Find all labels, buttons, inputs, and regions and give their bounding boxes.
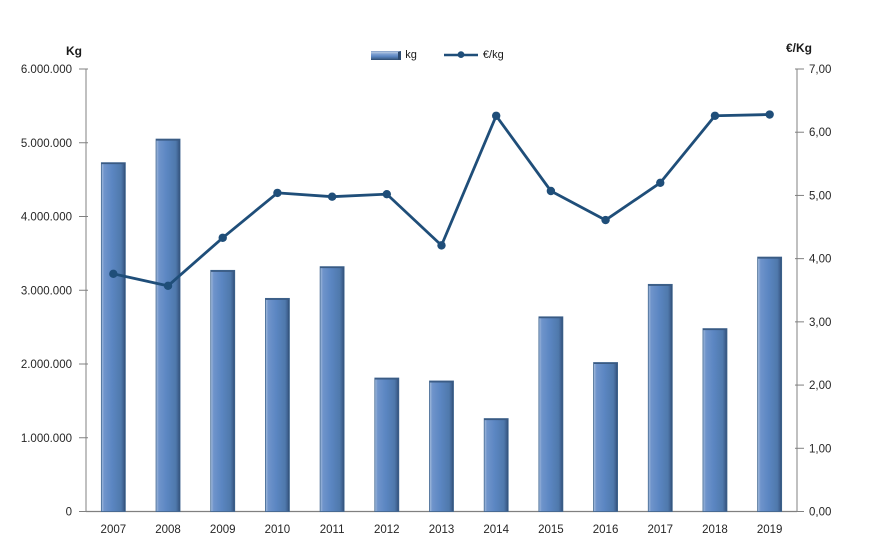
x-axis-label-2013: 2013 bbox=[429, 524, 455, 536]
bar-2009 bbox=[210, 269, 236, 512]
left-axis-tick-label: 5.000.000 bbox=[21, 138, 72, 150]
line-point-2015 bbox=[546, 186, 556, 196]
bar-2018 bbox=[702, 328, 728, 512]
bar-2007 bbox=[100, 162, 126, 512]
line-point-2019 bbox=[765, 110, 774, 119]
right-axis-tick-label: 5,00 bbox=[809, 190, 831, 202]
bar-2011 bbox=[319, 266, 345, 512]
line-point-2014 bbox=[491, 111, 501, 120]
line-point-2009 bbox=[218, 233, 227, 242]
x-axis-label-2007: 2007 bbox=[101, 524, 127, 536]
line-point-2016 bbox=[601, 215, 610, 225]
x-axis-label-2012: 2012 bbox=[374, 524, 400, 536]
right-axis-tick-label: 3,00 bbox=[809, 317, 831, 329]
right-axis-tick-label: 7,00 bbox=[809, 64, 831, 76]
right-axis-title: €/Kg bbox=[786, 41, 813, 55]
bar-2014 bbox=[483, 418, 509, 512]
x-axis-label-2017: 2017 bbox=[647, 524, 673, 536]
eur-per-kg-line bbox=[111, 113, 772, 288]
line-point-2007 bbox=[109, 269, 118, 279]
left-axis-title: Kg bbox=[66, 44, 82, 58]
line-point-2018 bbox=[710, 111, 720, 120]
legend-item-eur-per-kg: €/kg bbox=[443, 49, 504, 61]
bar-series-swatch-icon bbox=[371, 50, 402, 60]
left-axis-tick-label: 1.000.000 bbox=[21, 433, 72, 445]
x-axis-label-2015: 2015 bbox=[538, 524, 564, 536]
x-axis-label-2009: 2009 bbox=[210, 524, 236, 536]
line-point-2017 bbox=[656, 178, 665, 187]
line-point-2011 bbox=[327, 192, 337, 201]
left-axis-tick-label: 0 bbox=[66, 507, 72, 519]
bar-2008 bbox=[155, 138, 181, 512]
right-axis-tick-label: 0,00 bbox=[809, 507, 831, 519]
line-point-2012 bbox=[382, 189, 392, 199]
right-axis-tick-label: 1,00 bbox=[809, 443, 831, 455]
line-point-2013 bbox=[437, 241, 446, 250]
left-axis-tick-label: 4.000.000 bbox=[21, 212, 72, 224]
x-axis-label-2014: 2014 bbox=[483, 524, 509, 536]
bar-2019 bbox=[757, 256, 783, 512]
chart-legend: kg €/kg bbox=[0, 47, 875, 63]
legend-label-kg: kg bbox=[405, 49, 417, 61]
right-axis-tick-label: 2,00 bbox=[809, 380, 831, 392]
right-axis-tick-label: 4,00 bbox=[809, 254, 831, 266]
bar-2017 bbox=[647, 283, 673, 512]
bar-2016 bbox=[593, 362, 618, 512]
legend-item-kg: kg bbox=[371, 49, 417, 61]
x-axis-label-2008: 2008 bbox=[155, 524, 181, 536]
line-point-2010 bbox=[273, 188, 282, 198]
legend-label-eur-per-kg: €/kg bbox=[482, 49, 504, 61]
x-axis-label-2016: 2016 bbox=[593, 524, 619, 536]
bar-2010 bbox=[265, 297, 290, 512]
left-axis-tick-label: 3.000.000 bbox=[21, 285, 72, 297]
x-axis-label-2018: 2018 bbox=[702, 524, 728, 536]
bar-2013 bbox=[429, 380, 454, 512]
right-axis-tick-label: 6,00 bbox=[809, 127, 831, 139]
x-axis-label-2019: 2019 bbox=[757, 524, 783, 536]
bar-2012 bbox=[374, 377, 400, 512]
line-point-2008 bbox=[163, 281, 173, 291]
x-axis-label-2011: 2011 bbox=[320, 524, 345, 536]
left-axis-tick-label: 2.000.000 bbox=[21, 359, 72, 371]
x-axis-label-2010: 2010 bbox=[265, 524, 291, 536]
bar-2015 bbox=[538, 316, 564, 512]
line-series-swatch-icon bbox=[443, 51, 478, 58]
left-axis-tick-label: 6.000.000 bbox=[21, 64, 72, 76]
